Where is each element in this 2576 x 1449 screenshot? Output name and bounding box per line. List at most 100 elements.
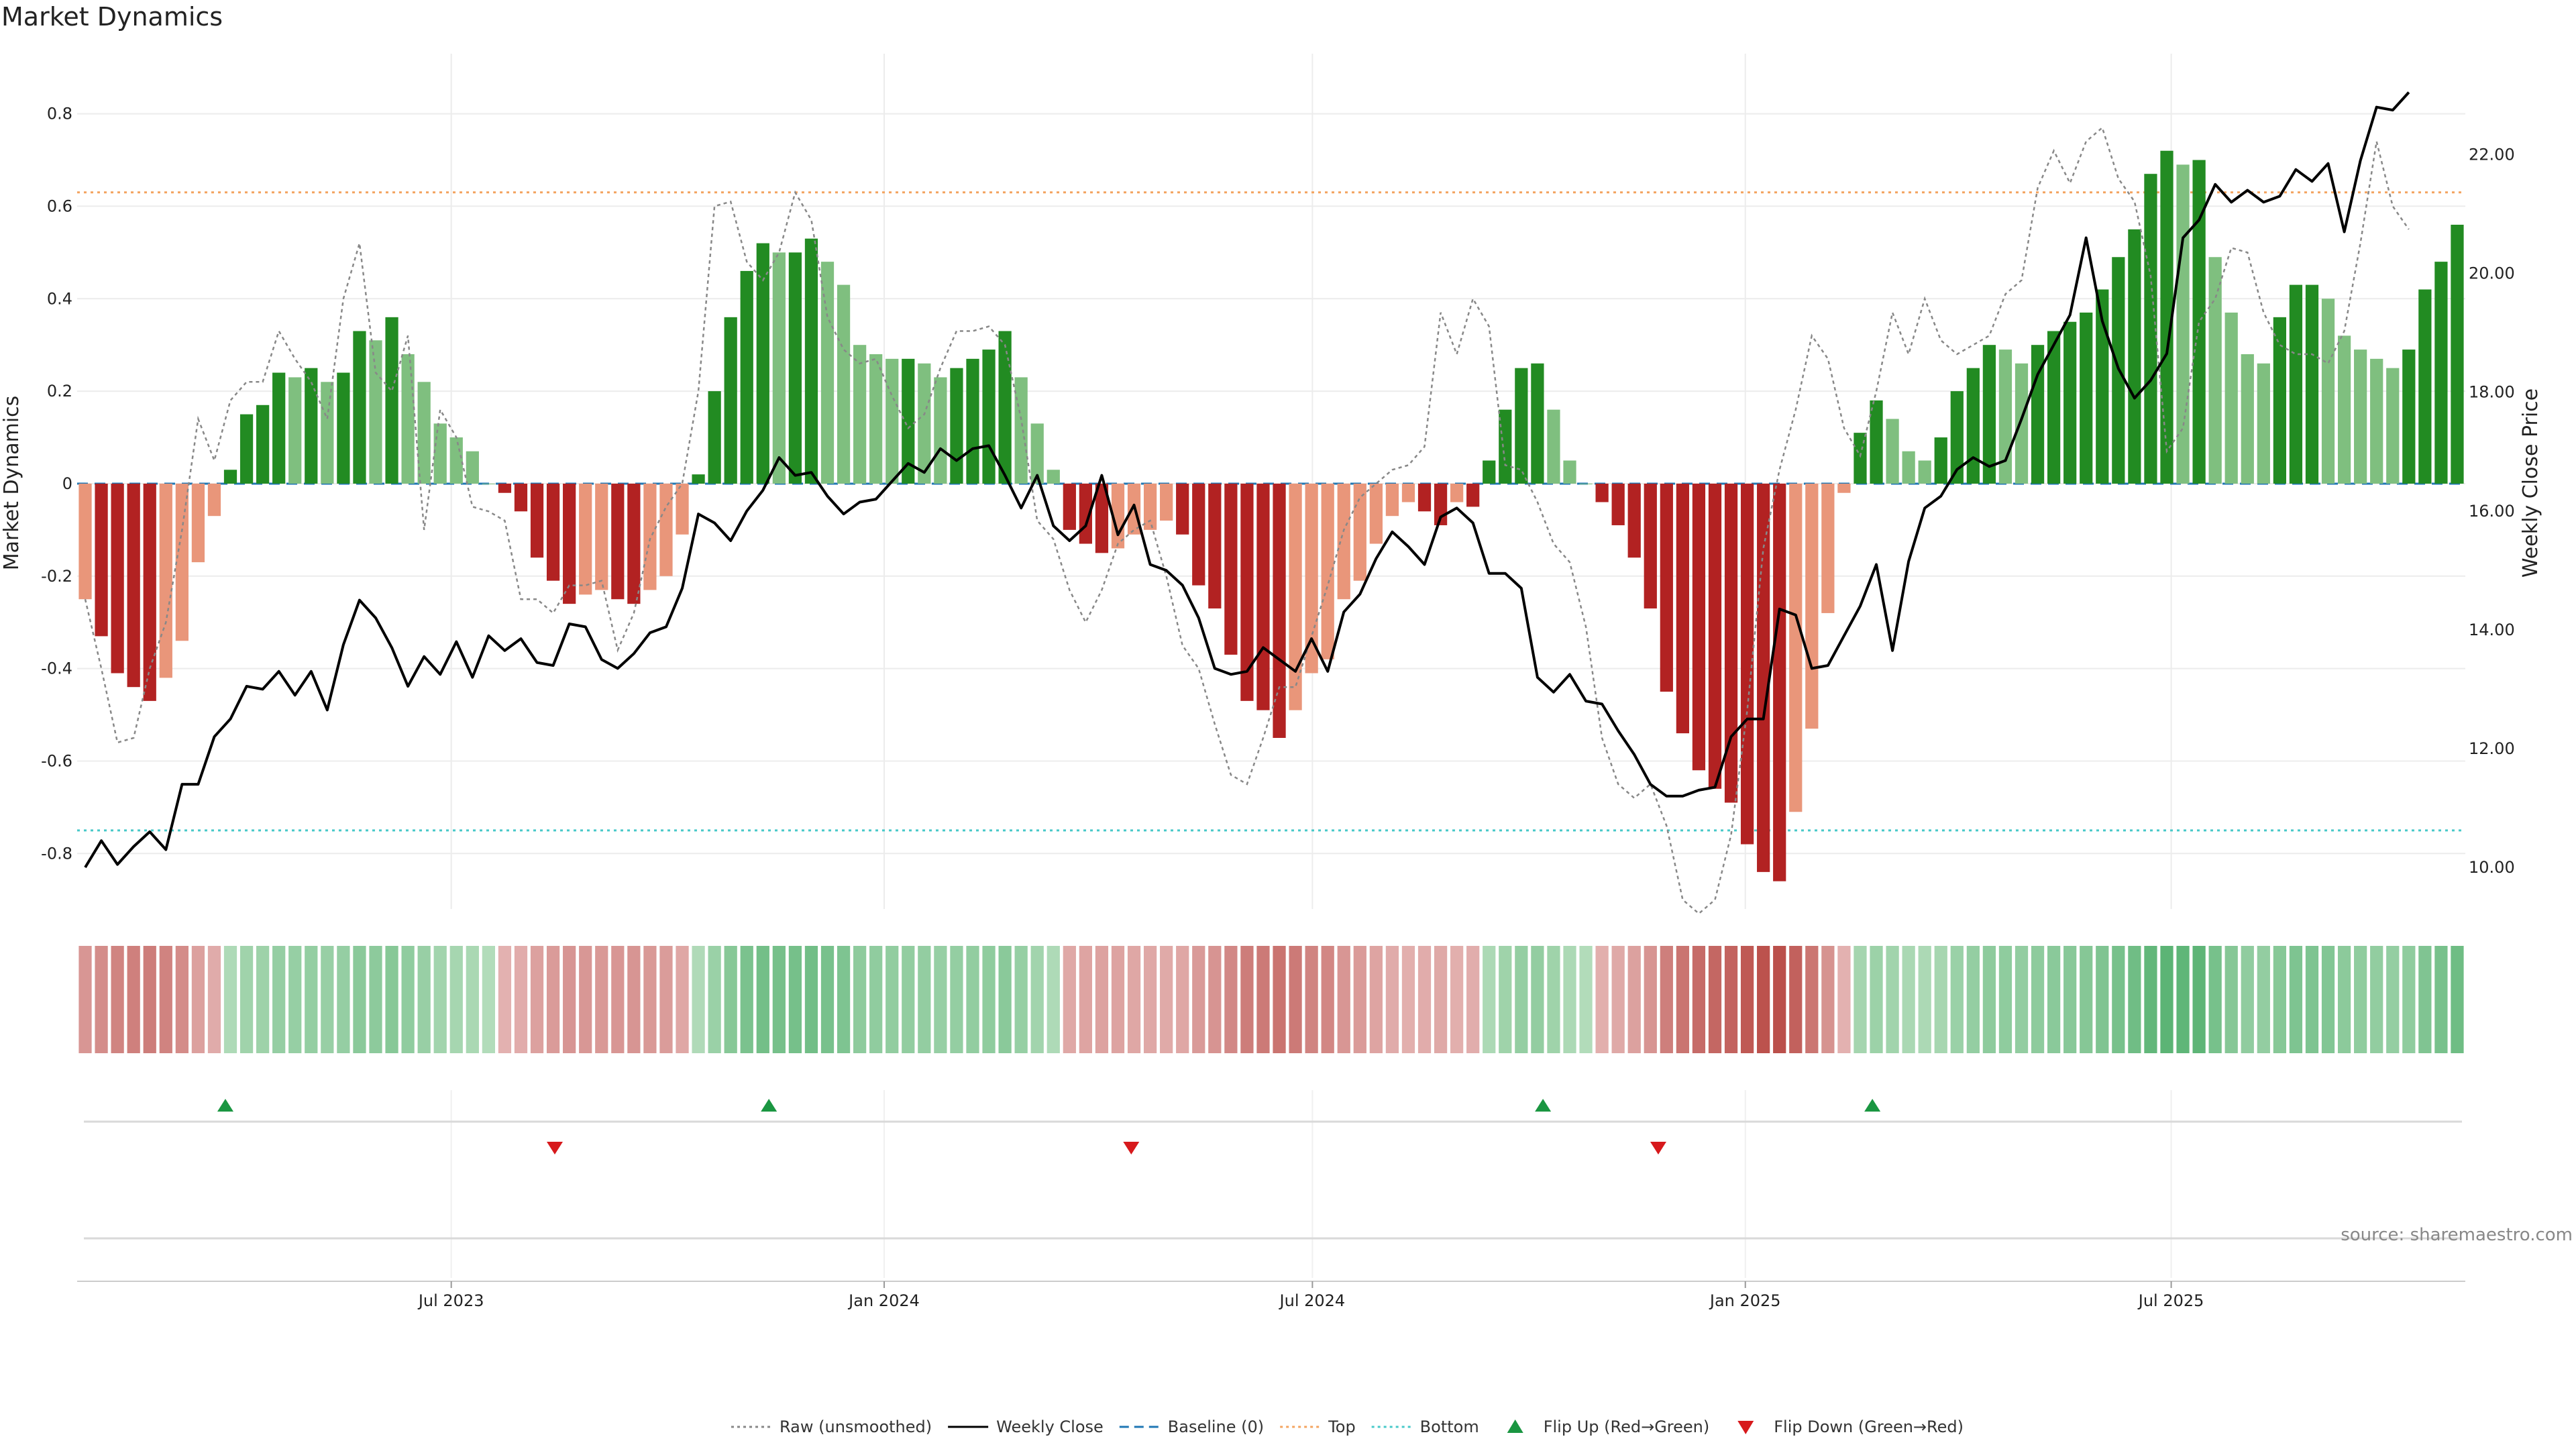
momentum-bar: [288, 377, 302, 484]
momentum-bar: [1757, 483, 1770, 872]
regime-cell: [1208, 946, 1222, 1053]
momentum-bar: [788, 252, 802, 484]
legend-label: Baseline (0): [1168, 1417, 1264, 1436]
momentum-bar: [627, 483, 641, 604]
regime-cell: [482, 946, 495, 1053]
regime-cell: [1192, 946, 1205, 1053]
momentum-bar: [2337, 335, 2351, 484]
regime-cell: [837, 946, 851, 1053]
x-tick-label: Jul 2025: [2137, 1291, 2204, 1310]
regime-cell: [514, 946, 528, 1053]
regime-cell: [1821, 946, 1835, 1053]
momentum-bar: [514, 483, 528, 512]
regime-cell: [1030, 946, 1044, 1053]
momentum-bar: [1934, 437, 1947, 484]
left-y-tick-label: 0.6: [47, 197, 72, 215]
momentum-bar: [563, 483, 576, 604]
regime-cell: [1595, 946, 1609, 1053]
regime-cell: [2241, 946, 2254, 1053]
regime-cell: [546, 946, 560, 1053]
left-y-axis-label: Market Dynamics: [0, 396, 23, 571]
momentum-bar: [111, 483, 124, 674]
momentum-bar: [1401, 483, 1415, 502]
regime-cell: [2386, 946, 2400, 1053]
momentum-bar: [740, 270, 753, 484]
regime-cell: [1143, 946, 1157, 1053]
regime-cell: [1773, 946, 1786, 1053]
regime-cell: [740, 946, 753, 1053]
momentum-bar: [1289, 483, 1302, 710]
regime-cell: [2370, 946, 2383, 1053]
regime-cell: [1385, 946, 1399, 1053]
regime-cell: [2224, 946, 2238, 1053]
regime-cell: [1531, 946, 1544, 1053]
left-y-tick-label: -0.6: [41, 751, 72, 770]
regime-cell: [2063, 946, 2077, 1053]
momentum-bar: [1644, 483, 1657, 609]
regime-cell: [466, 946, 479, 1053]
regime-cell: [2257, 946, 2270, 1053]
momentum-bar: [1450, 483, 1464, 502]
momentum-bar: [2096, 289, 2109, 484]
regime-cell: [1918, 946, 1931, 1053]
regime-cell: [95, 946, 108, 1053]
momentum-bar: [853, 345, 867, 484]
left-y-tick-label: -0.4: [41, 659, 72, 678]
regime-cell: [820, 946, 835, 1053]
regime-cell: [272, 946, 286, 1053]
chart-title: Market Dynamics: [1, 2, 223, 32]
momentum-bar: [1918, 460, 1931, 484]
momentum-bar: [1385, 483, 1399, 517]
momentum-bar: [1014, 377, 1028, 484]
regime-cell: [804, 946, 818, 1053]
regime-cell: [1450, 946, 1464, 1053]
momentum-bar: [1950, 391, 1964, 484]
momentum-bar: [1321, 483, 1334, 659]
momentum-bar: [1483, 460, 1496, 484]
momentum-bar: [1676, 483, 1689, 734]
regime-cell: [1273, 946, 1286, 1053]
regime-cell: [934, 946, 947, 1053]
momentum-bar: [950, 368, 963, 484]
momentum-bar: [2257, 363, 2270, 484]
momentum-bar: [127, 483, 140, 688]
x-tick-label: Jan 2024: [847, 1291, 920, 1310]
momentum-bar: [305, 368, 318, 484]
regime-cell: [417, 946, 431, 1053]
regime-cell: [1886, 946, 1899, 1053]
regime-cell: [1499, 946, 1512, 1053]
regime-cell: [1321, 946, 1334, 1053]
regime-cell: [1369, 946, 1383, 1053]
momentum-bar: [223, 470, 237, 484]
momentum-bar: [2273, 317, 2286, 484]
regime-cell: [2128, 946, 2141, 1053]
left-y-tick-label: 0.4: [47, 289, 72, 308]
regime-cell: [1466, 946, 1480, 1053]
threshold-lines: [77, 191, 2465, 832]
regime-cell: [1289, 946, 1302, 1053]
momentum-bar: [1466, 483, 1480, 507]
regime-cell: [159, 946, 172, 1053]
regime-cell: [563, 946, 576, 1053]
regime-cell: [2112, 946, 2125, 1053]
momentum-bar: [998, 331, 1012, 484]
regime-cell: [1063, 946, 1076, 1053]
regime-cell: [1176, 946, 1189, 1053]
regime-cell: [2031, 946, 2045, 1053]
regime-cell: [2434, 946, 2448, 1053]
legend-label: Flip Down (Green→Red): [1774, 1417, 1964, 1436]
regime-cell: [918, 946, 931, 1053]
regime-cell: [1676, 946, 1689, 1053]
x-tick-label: Jul 2024: [1279, 1291, 1346, 1310]
momentum-bar: [1611, 483, 1625, 525]
momentum-bar: [1224, 483, 1238, 655]
momentum-bar: [2128, 229, 2141, 484]
regime-cell: [2273, 946, 2286, 1053]
regime-cell: [708, 946, 721, 1053]
regime-cell: [1353, 946, 1366, 1053]
left-y-tick-label: 0.2: [47, 382, 72, 400]
right-y-axis: 22.00 20.00 18.00 16.00 14.00 12.00 10.00: [2469, 146, 2515, 877]
regime-cell: [982, 946, 996, 1053]
momentum-bar: [2289, 284, 2303, 484]
